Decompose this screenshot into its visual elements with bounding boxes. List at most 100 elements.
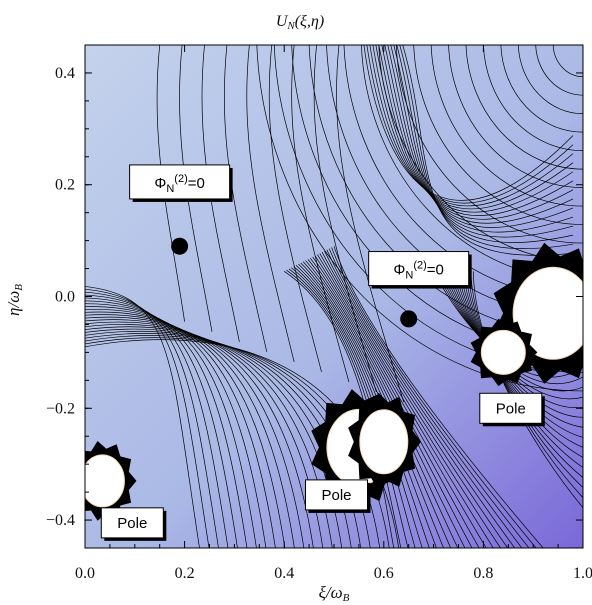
phi-eq: =0 <box>427 262 444 279</box>
pole-label-box <box>304 479 368 511</box>
contour-line <box>295 265 430 548</box>
x-title-num: ξ/ω <box>319 583 343 602</box>
x-title-sub: B <box>343 592 350 604</box>
axis-ticks: 0.0 0.2 0.4 0.6 0.8 1.0 −0.4 −0.2 0.0 0.2 0.4 <box>46 44 592 582</box>
x-axis-title: ξ/ωB <box>319 583 350 604</box>
contour-line <box>312 256 480 548</box>
contour-line <box>470 271 583 498</box>
contour-line <box>85 294 229 548</box>
pole-hole <box>359 409 409 475</box>
contour-line <box>402 45 574 256</box>
contour-line <box>395 45 583 244</box>
contour-line <box>321 252 508 548</box>
contour-line <box>85 316 305 548</box>
x-tick-label: 0.8 <box>473 565 493 582</box>
phi-label-box <box>129 164 231 200</box>
contour-line <box>284 271 395 548</box>
pole-regions <box>85 242 583 521</box>
y-axis-title: η/ωB <box>4 284 25 316</box>
x-tick-label: 0.4 <box>274 565 294 582</box>
title-main: U <box>276 13 289 30</box>
phi-label-text: ΦN(2)=0 <box>154 173 204 195</box>
contour-line <box>326 249 523 548</box>
title-args: (ξ,η) <box>295 13 324 30</box>
contour-line <box>85 286 200 548</box>
chart-title: UN(ξ,η) <box>276 13 324 32</box>
phi-label-box <box>368 251 470 287</box>
contour-line <box>305 260 459 548</box>
contour-line <box>328 248 530 548</box>
contour-line <box>336 45 405 403</box>
y-tick-label: −0.4 <box>46 512 75 529</box>
contour-line <box>317 254 494 548</box>
contour-line <box>291 267 416 548</box>
pole-hole <box>480 329 526 375</box>
saddle-points <box>171 237 418 328</box>
saddle-point <box>400 310 418 328</box>
pole-label-text: Pole <box>321 487 351 504</box>
contour-line <box>246 45 295 362</box>
contour-line <box>300 262 444 548</box>
phi-label-text: ΦN(2)=0 <box>393 260 443 282</box>
contour-line <box>85 306 267 548</box>
contour-line <box>85 319 314 548</box>
contour-line <box>85 321 324 548</box>
contour-line <box>465 271 583 478</box>
y-tick-label: −0.2 <box>46 400 75 417</box>
contour-line <box>286 269 402 548</box>
contour-line <box>413 45 583 225</box>
contour-line <box>85 297 238 548</box>
y-title-sub: B <box>13 284 25 291</box>
contour-line <box>291 45 350 383</box>
contour-line <box>459 271 583 458</box>
contour-line <box>462 271 583 468</box>
x-tick-label: 1.0 <box>573 565 592 582</box>
contour-line <box>319 253 501 548</box>
x-tick-label: 0.6 <box>374 565 394 582</box>
contour-line <box>293 266 423 548</box>
phi-sup: (2) <box>174 173 187 185</box>
x-tick-label: 0.2 <box>175 565 195 582</box>
pole-label-text: Pole <box>496 400 526 417</box>
contour-line <box>457 271 583 448</box>
contour-line <box>500 45 583 133</box>
phi-symbol: Φ <box>154 175 166 192</box>
contour-line <box>517 45 583 115</box>
y-tick-label: 0.0 <box>55 289 75 306</box>
contour-line <box>288 268 409 548</box>
contour-line <box>307 259 466 548</box>
y-title-num: η/ω <box>4 291 23 316</box>
contour-line <box>535 45 583 96</box>
contour-line <box>465 45 583 170</box>
phi-symbol: Φ <box>393 262 405 279</box>
contour-line <box>430 45 583 207</box>
contour-line <box>467 271 583 488</box>
contour-line <box>85 303 257 548</box>
contour-line <box>333 246 544 548</box>
pole-label-text: Pole <box>117 515 147 532</box>
contour-line <box>483 45 583 151</box>
contour-line <box>552 45 583 78</box>
contour-line <box>268 45 322 373</box>
phi-sub: N <box>405 270 413 282</box>
pole-hole <box>85 454 125 508</box>
y-tick-label: 0.2 <box>55 177 75 194</box>
x-tick-label: 0.0 <box>75 565 95 582</box>
y-tick-label: 0.4 <box>55 65 75 82</box>
pole-label-box <box>479 392 543 424</box>
contour-line <box>85 314 295 548</box>
contour-line <box>310 257 473 548</box>
contour-line <box>85 308 276 548</box>
contour-line <box>448 45 583 188</box>
saddle-point <box>171 237 189 255</box>
phi-eq: =0 <box>188 175 205 192</box>
contour-line <box>85 300 248 548</box>
contour-line <box>85 324 333 548</box>
phi-sup: (2) <box>413 260 426 272</box>
contour-line <box>302 261 451 548</box>
title-sub: N <box>286 20 295 32</box>
contour-line <box>85 311 286 548</box>
contour-line <box>298 263 437 548</box>
